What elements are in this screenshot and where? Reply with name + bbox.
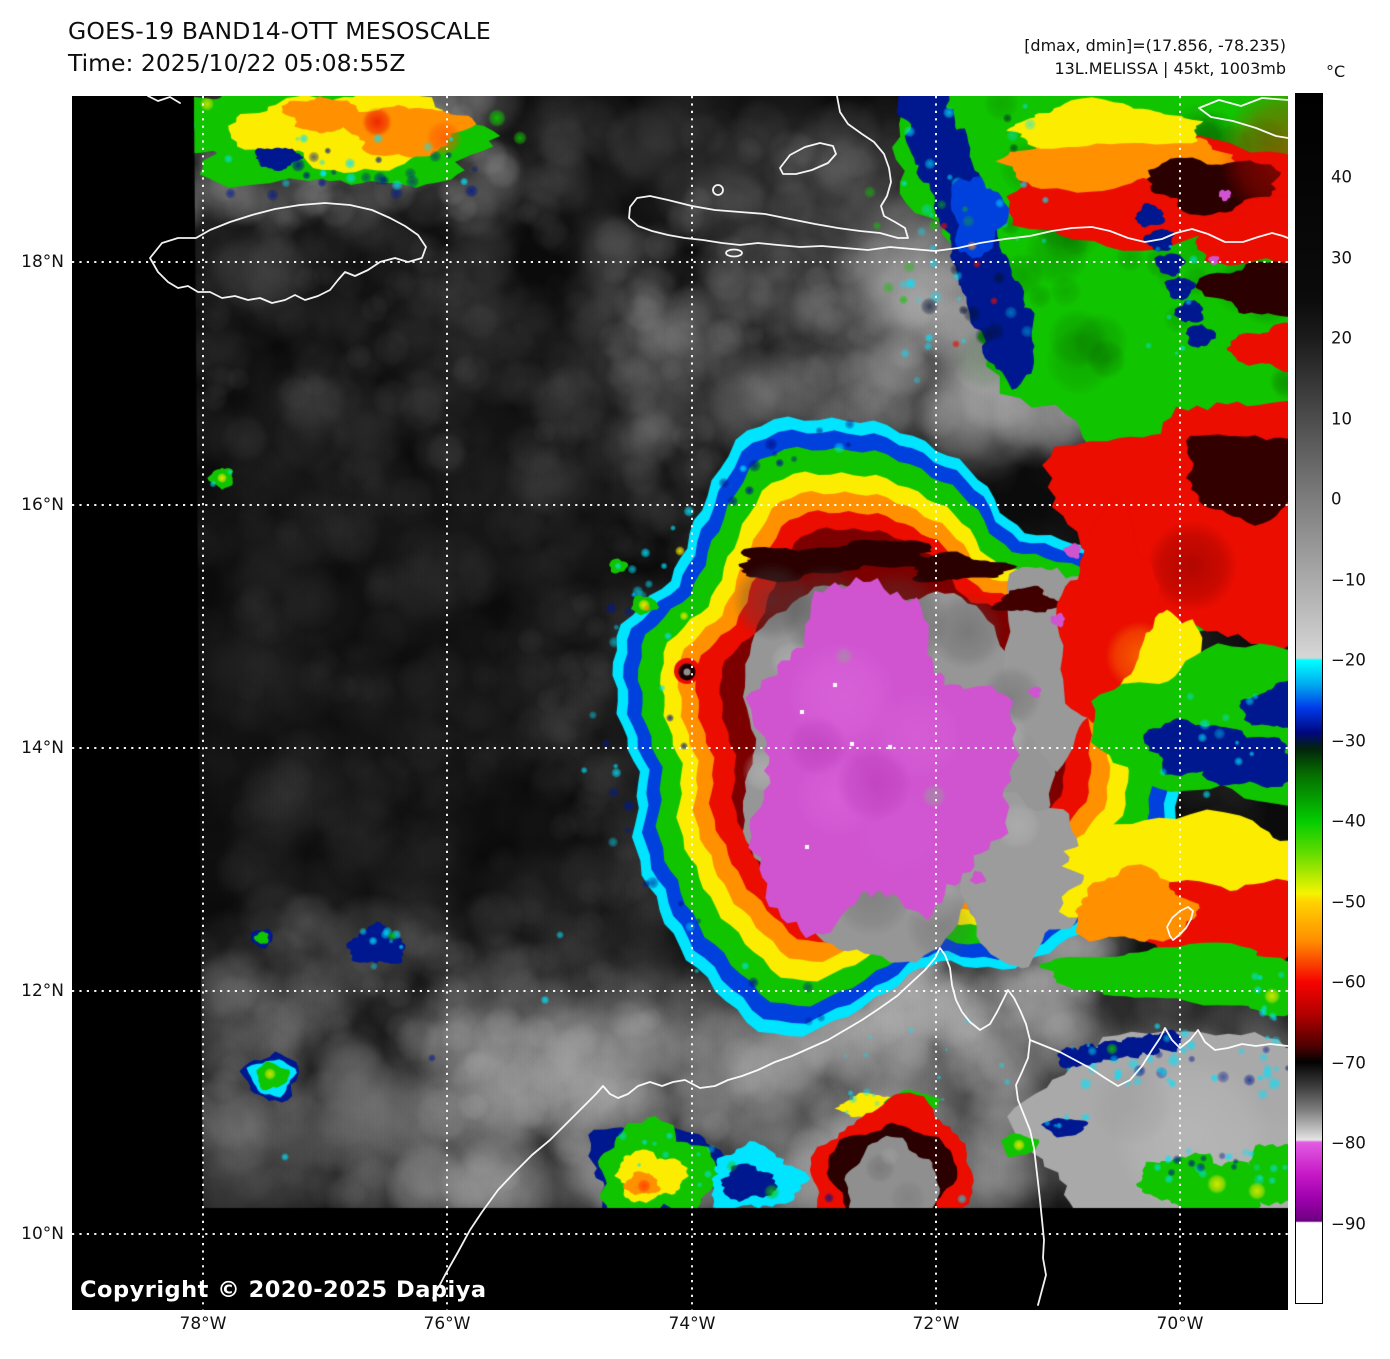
lon-tick-78w: 78°W xyxy=(179,1314,227,1334)
lon-tick-70w: 70°W xyxy=(1156,1314,1204,1334)
lon-tick-76w: 76°W xyxy=(423,1314,471,1334)
colorbar-tick: −50 xyxy=(1331,892,1366,912)
lat-tick-10n: 10°N xyxy=(21,1224,64,1244)
colorbar-tick: 20 xyxy=(1331,328,1352,348)
lon-tick-72w: 72°W xyxy=(912,1314,960,1334)
lat-tick-18n: 18°N xyxy=(21,252,64,272)
colorbar-tick: −90 xyxy=(1331,1214,1366,1234)
lon-tick-74w: 74°W xyxy=(668,1314,716,1334)
dmax-dmin-readout: [dmax, dmin]=(17.856, -78.235) xyxy=(1024,36,1286,55)
lat-tick-12n: 12°N xyxy=(21,981,64,1001)
storm-status: 13L.MELISSA | 45kt, 1003mb xyxy=(1054,59,1286,78)
colorbar-tick: −60 xyxy=(1331,972,1366,992)
colorbar-tick: 0 xyxy=(1331,489,1342,509)
timestamp: Time: 2025/10/22 05:08:55Z xyxy=(68,49,406,77)
lat-tick-16n: 16°N xyxy=(21,495,64,515)
colorbar-tick: −40 xyxy=(1331,811,1366,831)
colorbar-tick: 10 xyxy=(1331,409,1352,429)
colorbar-tick: 30 xyxy=(1331,248,1352,268)
map-area: Copyright © 2020-2025 Dapiya xyxy=(72,96,1288,1310)
colorbar-tick: −70 xyxy=(1331,1053,1366,1073)
colorbar-unit: °C xyxy=(1326,62,1346,81)
colorbar-tick: −10 xyxy=(1331,570,1366,590)
colorbar-tick: −80 xyxy=(1331,1133,1366,1153)
colorbar-tick: 40 xyxy=(1331,167,1352,187)
colorbar-tick: −20 xyxy=(1331,650,1366,670)
page-title: GOES-19 BAND14-OTT MESOSCALE xyxy=(68,17,491,45)
lat-tick-14n: 14°N xyxy=(21,738,64,758)
copyright-watermark: Copyright © 2020-2025 Dapiya xyxy=(80,1277,487,1303)
satellite-image xyxy=(72,96,1288,1310)
colorbar-tick: −30 xyxy=(1331,731,1366,751)
temperature-colorbar xyxy=(1295,93,1323,1304)
